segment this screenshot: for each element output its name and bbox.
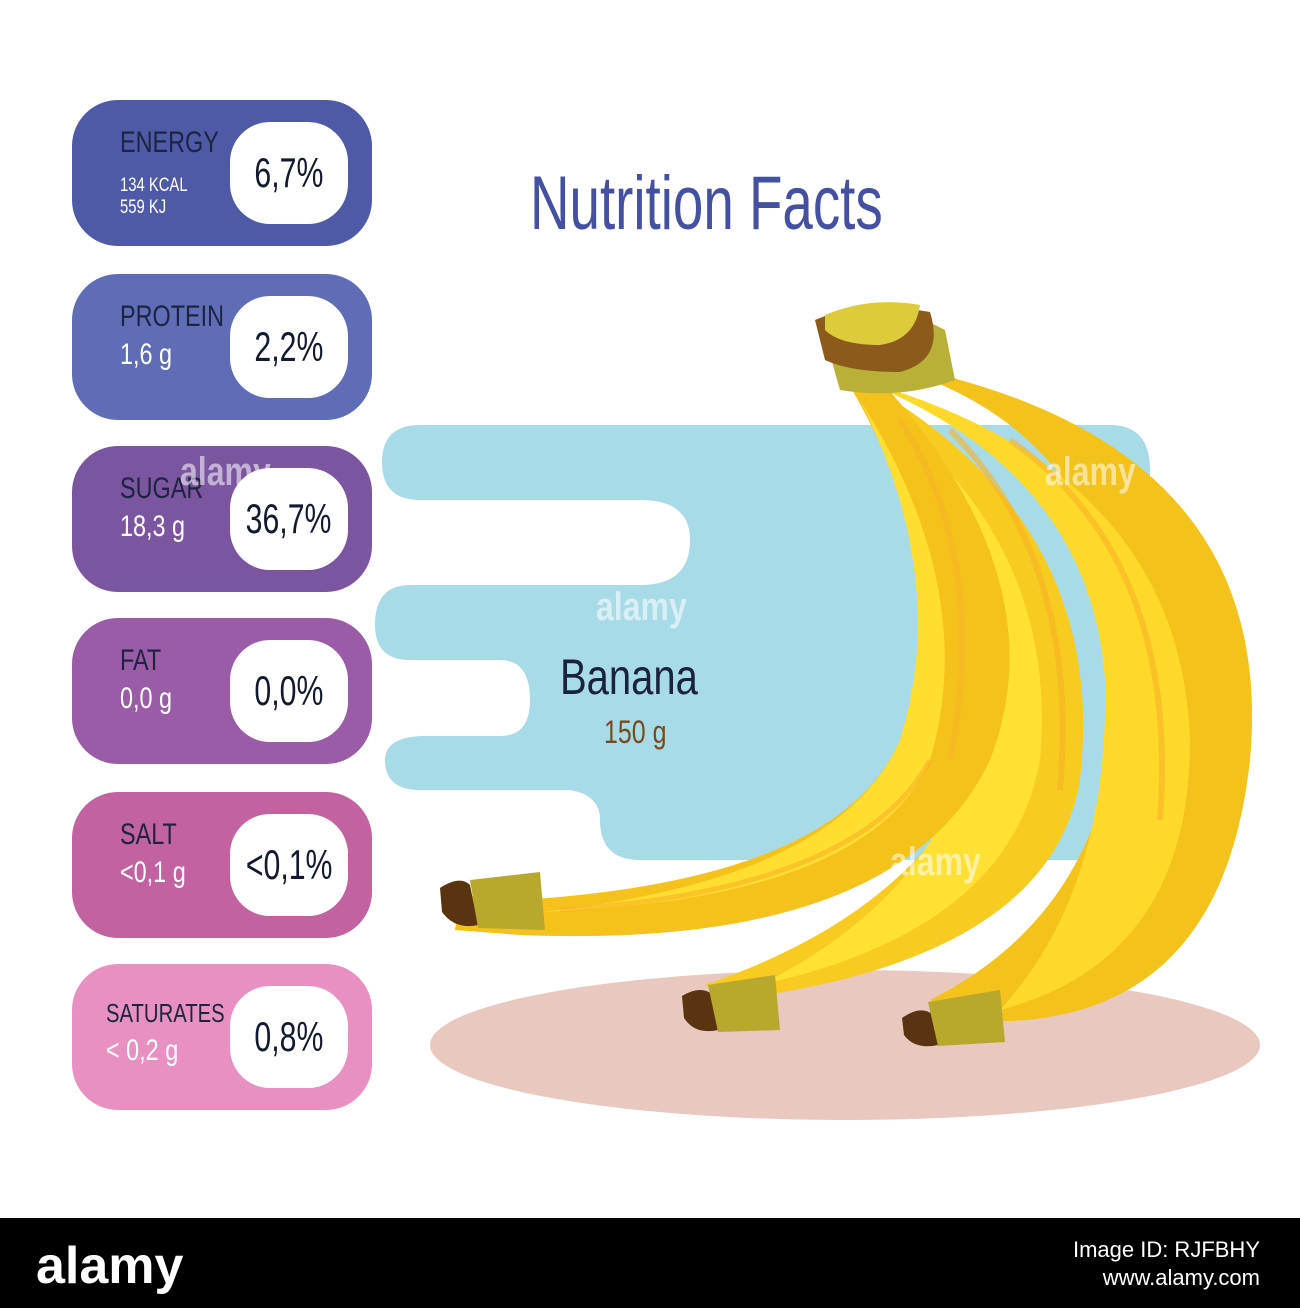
watermark-text: alamy (890, 840, 981, 884)
watermark-text: alamy (596, 585, 687, 629)
product-weight: 150 g (604, 714, 667, 750)
nutrient-name: SATURATES (106, 998, 225, 1028)
product-name: Banana (560, 649, 698, 705)
banana-tip-right (902, 1010, 938, 1047)
nutrient-percent-badge: 6,7% (230, 122, 348, 224)
nutrient-percent: 0,0% (254, 667, 324, 714)
nutrient-amount: 0,0 g (120, 682, 173, 715)
nutrient-percent-badge: 2,2% (230, 296, 348, 398)
footer-logo: alamy (36, 1237, 184, 1295)
nutrient-percent: <0,1% (245, 841, 333, 888)
nutrient-card-sugar: SUGAR 18,3 g 36,7% (72, 446, 372, 592)
image-id: Image ID: RJFBHY (1072, 1237, 1260, 1262)
nutrient-card-energy: ENERGY 134 KCAL 559 KJ 6,7% (72, 100, 372, 246)
nutrient-amount: 18,3 g (120, 510, 186, 543)
nutrient-name: FAT (120, 644, 162, 677)
page-title: Nutrition Facts (530, 161, 883, 246)
site-url: www.alamy.com (1102, 1265, 1260, 1290)
footer-info: Image ID: RJFBHY www.alamy.com (1073, 1236, 1260, 1292)
footer-bar: alamy Image ID: RJFBHY www.alamy.com (0, 1218, 1300, 1308)
nutrient-name: ENERGY (120, 126, 219, 159)
nutrient-card-saturates: SATURATES < 0,2 g 0,8% (72, 964, 372, 1110)
nutrient-amount: 134 KCAL 559 KJ (120, 175, 188, 219)
nutrient-percent-badge: 0,0% (230, 640, 348, 742)
nutrient-name: SALT (120, 818, 177, 851)
nutrient-amount: 1,6 g (120, 338, 173, 371)
nutrient-percent: 6,7% (254, 149, 324, 196)
nutrient-amount-kcal: 134 KCAL (120, 175, 188, 196)
watermark-text: alamy (180, 450, 271, 494)
shadow-shape (430, 970, 1260, 1120)
nutrient-percent: 0,8% (254, 1013, 324, 1060)
banana-illustration (375, 302, 1260, 1120)
banana-tip-left (440, 880, 478, 927)
nutrient-percent-badge: 36,7% (230, 468, 348, 570)
nutrient-card-salt: SALT <0,1 g <0,1% (72, 792, 372, 938)
nutrient-amount-kj: 559 KJ (120, 197, 167, 218)
nutrient-card-fat: FAT 0,0 g 0,0% (72, 618, 372, 764)
nutrient-percent: 2,2% (254, 323, 324, 370)
nutrient-percent-badge: <0,1% (230, 814, 348, 916)
watermark-text: alamy (1045, 450, 1136, 494)
nutrient-name: SUGAR (120, 472, 204, 505)
nutrient-percent-badge: 0,8% (230, 986, 348, 1088)
nutrient-percent: 36,7% (246, 495, 332, 542)
nutrient-amount: < 0,2 g (106, 1034, 179, 1067)
banana-tip-middle (682, 989, 718, 1032)
nutrient-amount: <0,1 g (120, 856, 186, 889)
nutrient-name: PROTEIN (120, 300, 225, 333)
nutrient-card-protein: PROTEIN 1,6 g 2,2% (72, 274, 372, 420)
